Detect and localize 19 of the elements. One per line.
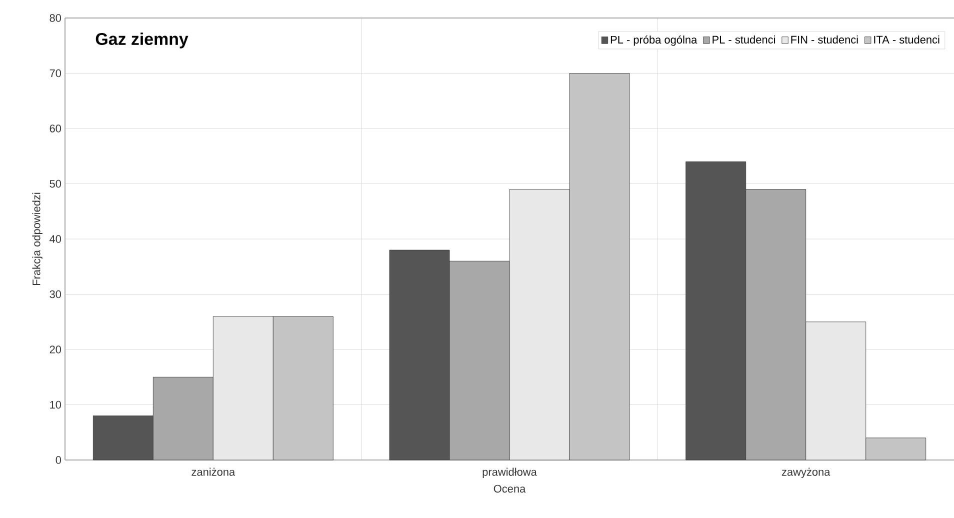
y-tick-label: 0 (56, 456, 62, 464)
y-tick-label: 30 (50, 290, 62, 298)
x-tick-label: zawyżona (782, 468, 830, 478)
text: Gaz ziemny (96, 32, 188, 48)
y-tick-label: 80 (50, 14, 62, 22)
legend-label: PL - próba ogólna (610, 35, 698, 46)
x-tick-label: prawidłowa (482, 468, 537, 478)
y-tick-label: 50 (50, 180, 62, 188)
y-tick-label: 70 (50, 69, 62, 78)
legend-label: ITA - studenci (874, 36, 940, 44)
y-tick-label: 10 (50, 400, 62, 409)
x-tick-label: zaniżona (192, 468, 236, 476)
legend-label: PL - studenci (712, 36, 775, 44)
y-tick-label: 60 (50, 124, 62, 132)
y-tick-label: 20 (50, 346, 62, 354)
x-axis-title: Ocena (494, 484, 526, 493)
legend-label: FIN - studenci (791, 36, 858, 44)
y-tick-label: 40 (50, 235, 62, 243)
y-axis-title: Frakcja odpowiedzi (32, 192, 42, 285)
